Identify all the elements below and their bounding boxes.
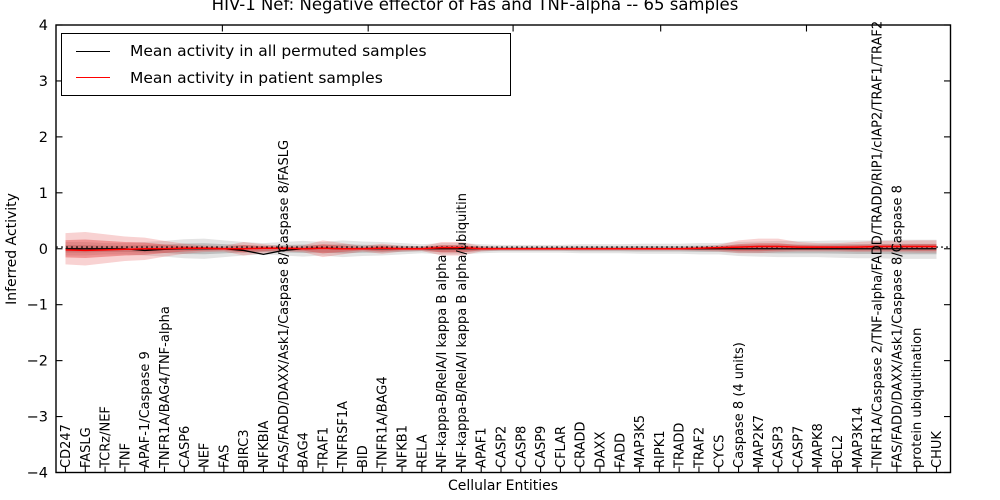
x-tick-label: FAS/FADD/DAXX/Ask1/Caspase 8/Caspase 8 <box>890 185 905 468</box>
y-tick-label: 3 <box>39 74 48 90</box>
y-tick-label: −3 <box>27 410 48 426</box>
x-tick-label: TRAF2 <box>692 427 707 469</box>
x-tick-label: MAP3K14 <box>851 407 866 468</box>
x-tick-label: NF-kappa-B/RelA/I kappa B alpha <box>435 255 450 468</box>
patient-mean-line <box>65 245 937 252</box>
x-tick-label: APAF1 <box>475 427 490 468</box>
x-tick-label: TCRz/NEF <box>99 406 114 469</box>
legend-entry-patient: Mean activity in patient samples <box>62 69 510 87</box>
y-tick-label: 1 <box>39 186 48 202</box>
x-tick-label: CASP8 <box>514 426 529 468</box>
x-tick-label: CASP3 <box>772 426 787 468</box>
y-tick-label: −4 <box>27 466 48 482</box>
x-tick-label: protein ubiquitination <box>910 328 925 468</box>
x-tick-label: CYCS <box>712 435 727 468</box>
x-tick-label: APAF-1/Caspase 9 <box>138 351 153 468</box>
x-tick-label: FAS <box>217 445 232 468</box>
x-tick-label: DAXX <box>593 431 608 468</box>
x-tick-label: CASP7 <box>791 426 806 468</box>
x-tick-label: RIPK1 <box>653 430 668 468</box>
x-tick-label: TNF <box>118 443 133 469</box>
x-tick-label: CASP2 <box>495 426 510 468</box>
x-tick-label: Caspase 8 (4 units) <box>732 342 747 468</box>
x-tick-label: MAPK8 <box>811 423 826 468</box>
x-tick-label: FAS/FADD/DAXX/Ask1/Caspase 8/Caspase 8/F… <box>277 140 292 468</box>
x-axis-label: Cellular Entities <box>447 478 559 494</box>
x-tick-label: CRADD <box>574 422 589 469</box>
x-tick-label: CHUK <box>930 431 945 468</box>
x-tick-label: NFKB1 <box>396 425 411 468</box>
x-tick-label: CASP9 <box>534 426 549 468</box>
x-tick-label: BAG4 <box>297 432 312 468</box>
patient-line-swatch <box>76 77 110 79</box>
legend-box: Mean activity in all permuted samples Me… <box>61 33 511 96</box>
x-tick-label: MAP3K5 <box>633 415 648 468</box>
legend-entry-permuted: Mean activity in all permuted samples <box>62 42 510 60</box>
x-tick-label: TNFR1A/BAG4 <box>376 376 391 469</box>
legend-label-permuted: Mean activity in all permuted samples <box>130 42 427 61</box>
x-tick-label: BCL2 <box>831 435 846 468</box>
legend-label-patient: Mean activity in patient samples <box>130 68 383 87</box>
x-tick-label: TNFRSF1A <box>336 401 351 469</box>
x-tick-label: BID <box>356 445 371 468</box>
x-tick-label: NFKBIA <box>257 421 272 468</box>
y-tick-label: −2 <box>27 354 48 370</box>
x-tick-label: NEF <box>198 443 213 468</box>
x-tick-label: FASLG <box>79 427 94 468</box>
y-tick-label: 2 <box>39 130 48 146</box>
x-tick-label: TRADD <box>673 423 688 469</box>
x-tick-label: BIRC3 <box>237 430 252 469</box>
y-tick-label: −1 <box>27 298 48 314</box>
y-tick-label: 0 <box>39 242 48 258</box>
x-tick-label: CASP6 <box>178 426 193 468</box>
x-tick-label: CFLAR <box>554 426 569 468</box>
permuted-line-swatch <box>76 50 110 52</box>
chart-title: HIV-1 Nef: Negative effector of Fas and … <box>211 0 739 14</box>
x-tick-label: TRAF1 <box>316 427 331 469</box>
x-tick-label: RELA <box>415 434 430 468</box>
x-tick-label: FADD <box>613 433 628 468</box>
x-tick-label: TNFR1A/Caspase 2/TNF-alpha/FADD/TRADD/RI… <box>871 21 886 469</box>
y-tick-label: 4 <box>39 18 48 34</box>
x-tick-label: NF-kappa-B/RelA/I kappa B alpha/ubiquiti… <box>455 193 470 468</box>
x-tick-label: MAP2K7 <box>752 415 767 468</box>
x-tick-label: CD247 <box>59 424 74 468</box>
x-tick-label: TNFR1A/BAG4/TNF-alpha <box>158 306 173 469</box>
